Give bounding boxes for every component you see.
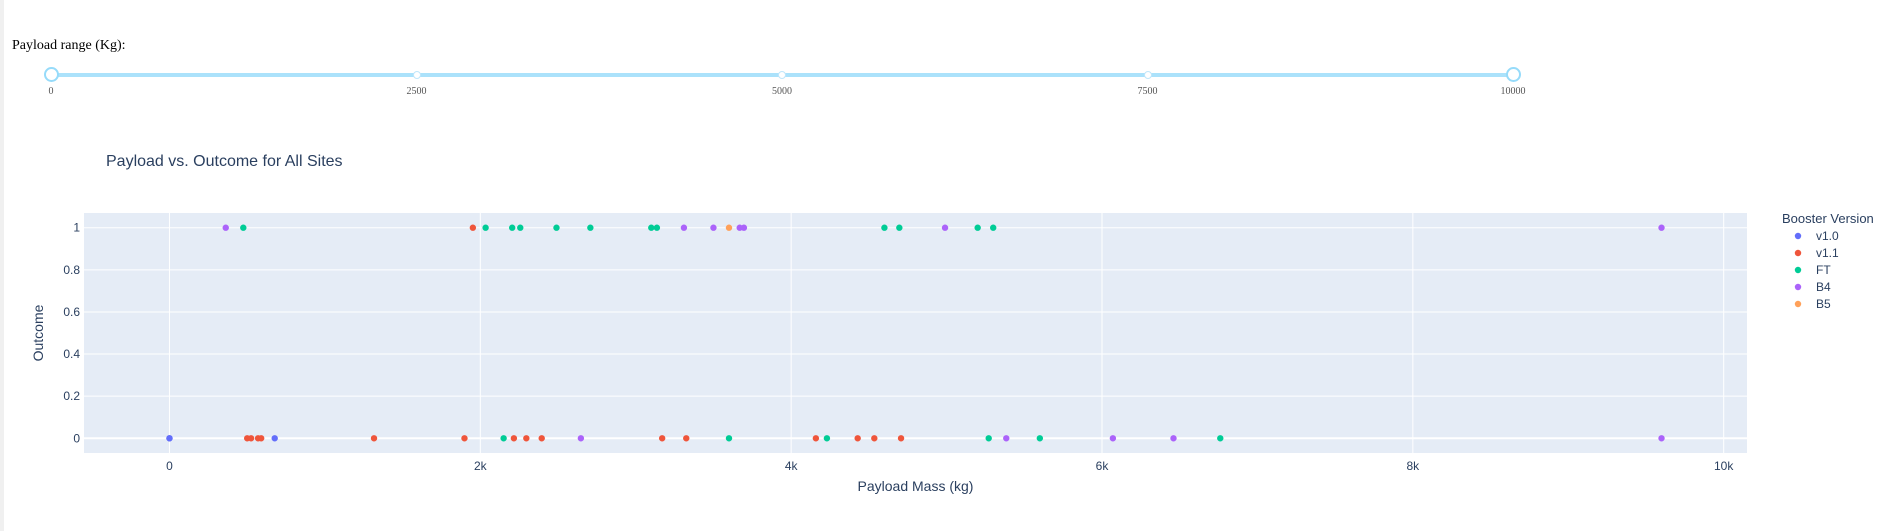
data-point-v1.1	[469, 224, 477, 231]
x-tick-label: 4k	[785, 459, 799, 473]
legend-label: v1.1	[1816, 246, 1839, 260]
legend-marker-v1.1	[1794, 249, 1802, 257]
y-tick-label: 0.4	[63, 347, 80, 361]
legend-marker-FT	[1794, 266, 1802, 274]
data-point-FT	[974, 224, 981, 231]
data-point-B4	[941, 224, 949, 231]
slider-mark-label: 0	[48, 86, 54, 97]
data-point-FT	[500, 435, 507, 442]
data-point-B4	[1170, 435, 1177, 442]
y-tick-label: 0.2	[63, 389, 80, 403]
data-point-FT	[508, 224, 516, 231]
data-point-B4	[577, 435, 585, 442]
y-tick-label: 0.6	[63, 305, 80, 319]
data-point-v1.1	[510, 435, 518, 442]
data-point-FT	[648, 224, 655, 231]
data-point-v1.1	[658, 435, 666, 442]
data-point-v1.1	[871, 435, 878, 442]
x-tick-label: 8k	[1407, 459, 1421, 473]
data-point-B4	[1658, 224, 1665, 231]
data-point-B4	[680, 224, 688, 231]
legend-label: FT	[1816, 263, 1831, 277]
legend-marker-v1.0	[1794, 232, 1802, 240]
data-point-v1.1	[538, 435, 545, 442]
data-point-B4	[740, 224, 748, 231]
slider-handle-min[interactable]	[44, 67, 59, 82]
page-left-border	[0, 0, 4, 531]
y-axis-title: Outcome	[30, 304, 46, 361]
slider-mark-label: 7500	[1137, 86, 1158, 97]
data-point-FT	[653, 224, 661, 231]
data-point-FT	[881, 224, 888, 231]
data-point-FT	[896, 224, 903, 231]
slider-mark-label: 2500	[406, 86, 427, 97]
payload-range-slider[interactable]: 0 2500 5000 7500 10000	[44, 67, 1526, 98]
data-point-FT	[990, 224, 997, 231]
data-point-v1.1	[247, 435, 255, 442]
data-point-v1.1	[683, 435, 690, 442]
x-tick-label: 6k	[1096, 459, 1110, 473]
data-point-v1.1	[370, 435, 378, 442]
legend-marker-B4	[1794, 283, 1802, 291]
x-tick-label: 10k	[1714, 459, 1734, 473]
plot-area	[84, 213, 1747, 453]
data-point-FT	[823, 435, 831, 442]
slider-mark-label: 10000	[1500, 86, 1526, 97]
data-point-v1.1	[461, 435, 468, 442]
data-point-FT	[985, 435, 992, 442]
legend-label: B5	[1816, 297, 1831, 311]
data-point-v1.1	[523, 435, 530, 442]
data-point-v1.1	[812, 435, 820, 442]
data-point-FT	[587, 224, 594, 231]
y-tick-label: 0.8	[63, 263, 80, 277]
x-axis-title: Payload Mass (kg)	[858, 478, 974, 494]
data-point-FT	[1217, 435, 1224, 442]
data-point-B4	[1109, 435, 1117, 442]
payload-range-label: Payload range (Kg):	[12, 38, 126, 53]
legend-label: B4	[1816, 280, 1831, 294]
data-point-FT	[517, 224, 524, 231]
slider-mark-dot-7500	[1143, 71, 1152, 79]
legend-label: v1.0	[1816, 229, 1839, 243]
data-point-FT	[553, 224, 560, 231]
data-point-FT	[482, 224, 489, 231]
payload-outcome-chart: 0 2k 4k 6k 8k 10k 0 0.2 0.4 0.6 0.8 1 Payload vs. Ou…	[30, 153, 1874, 494]
data-point-FT	[1036, 435, 1044, 442]
slider-mark-dot-2500	[412, 71, 421, 79]
data-point-FT	[240, 224, 247, 231]
data-point-v1.1	[257, 435, 265, 442]
x-tick-label: 2k	[474, 459, 488, 473]
y-tick-label: 0	[73, 431, 80, 445]
data-point-B4	[222, 224, 229, 231]
data-point-v1.1	[854, 435, 861, 442]
x-tick-label: 0	[166, 459, 173, 473]
slider-mark-label: 5000	[772, 86, 792, 97]
chart-title: Payload vs. Outcome for All Sites	[106, 153, 343, 170]
slider-handle-max[interactable]	[1506, 67, 1521, 82]
y-tick-label: 1	[73, 221, 80, 235]
legend-marker-B5	[1794, 300, 1802, 308]
data-point-FT	[725, 435, 733, 442]
slider-mark-dot-5000	[778, 71, 786, 79]
data-point-B4	[1003, 435, 1010, 442]
data-point-B5	[725, 224, 733, 231]
data-point-v1.1	[897, 435, 905, 442]
data-point-v1.0	[166, 435, 173, 442]
data-point-B4	[710, 224, 717, 231]
data-point-v1.0	[271, 435, 278, 442]
legend-title: Booster Version	[1782, 211, 1874, 226]
data-point-B4	[1658, 435, 1665, 442]
